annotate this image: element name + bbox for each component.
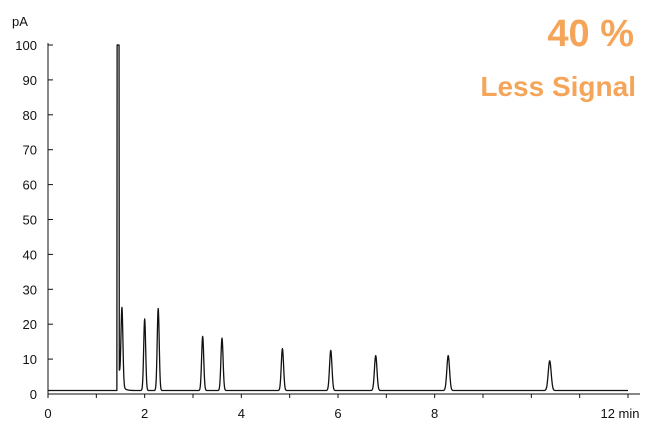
annotation-percent: 40 %: [547, 13, 634, 55]
x-tick-label: 4: [238, 406, 245, 421]
x-tick-label: 8: [431, 406, 438, 421]
y-tick-label: 50: [23, 213, 37, 228]
y-unit-label: pA: [12, 14, 28, 29]
y-tick-label: 90: [23, 73, 37, 88]
y-axis-ticks: 0 10 20 30 40 50 60 70 80 90 100: [15, 38, 53, 402]
y-tick-label: 60: [23, 178, 37, 193]
y-tick-label: 70: [23, 143, 37, 158]
x-tick-label: 6: [334, 406, 341, 421]
x-tick-label: 0: [44, 406, 51, 421]
annotation-less-signal: Less Signal: [480, 71, 636, 102]
x-axis-ticks: 0 2 4 6 8 12 min: [44, 394, 640, 421]
trace-group: [47, 44, 629, 392]
y-tick-label: 40: [23, 247, 37, 262]
chromatogram-trace: [47, 44, 629, 392]
y-tick-label: 100: [15, 38, 37, 53]
y-tick-label: 80: [23, 108, 37, 123]
y-tick-label: 20: [23, 317, 37, 332]
x-tick-label: 12 min: [600, 406, 639, 421]
axes: [47, 43, 640, 395]
y-tick-label: 10: [23, 352, 37, 367]
x-tick-label: 2: [141, 406, 148, 421]
y-tick-label: 30: [23, 282, 37, 297]
y-tick-label: 0: [30, 387, 37, 402]
